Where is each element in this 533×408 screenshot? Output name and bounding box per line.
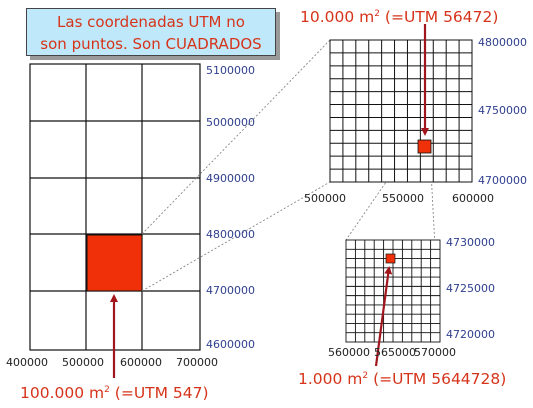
title-line-2: son puntos. Son CUADRADOS (40, 35, 262, 53)
title-box: Las coordenadas UTM no son puntos. Son C… (26, 8, 276, 56)
caption-small-text: 1.000 m (298, 370, 363, 388)
large-x-label: 500000 (62, 356, 104, 369)
large-y-label: 4700000 (206, 284, 255, 297)
small-y-label: 4720000 (446, 328, 495, 341)
large-highlight-square (86, 234, 143, 292)
caption-medium-sup: 2 (374, 8, 380, 19)
caption-large-sup: 2 (104, 384, 110, 395)
small-x-label: 560000 (328, 346, 370, 359)
large-x-label: 400000 (6, 356, 48, 369)
medium-grid (329, 39, 473, 183)
caption-large-ref: (=UTM 547) (109, 384, 209, 402)
large-y-label: 4800000 (206, 228, 255, 241)
medium-y-label: 4700000 (478, 174, 527, 187)
medium-x-label: 500000 (304, 192, 346, 205)
caption-medium: 10.000 m2 (=UTM 56472) (300, 8, 498, 26)
caption-large-text: 100.000 m (20, 384, 105, 402)
large-grid (29, 63, 201, 351)
small-y-label: 4730000 (446, 236, 495, 249)
small-x-label: 570000 (414, 346, 456, 359)
caption-large: 100.000 m2 (=UTM 547) (20, 384, 209, 402)
caption-small-sup: 2 (362, 370, 369, 381)
large-y-label: 5100000 (206, 64, 255, 77)
caption-small: 1.000 m2 (=UTM 5644728) (298, 370, 506, 388)
large-y-label: 4900000 (206, 172, 255, 185)
large-y-label: 4600000 (206, 338, 255, 351)
small-y-label: 4725000 (446, 282, 495, 295)
caption-medium-ref: (=UTM 56472) (380, 8, 499, 26)
caption-small-ref: (=UTM 5644728) (368, 370, 507, 388)
large-x-label: 600000 (120, 356, 162, 369)
medium-x-label: 550000 (382, 192, 424, 205)
small-highlight-square (385, 253, 396, 264)
arrow-small (374, 266, 393, 367)
caption-medium-text: 10.000 m (300, 8, 375, 26)
large-x-label: 700000 (176, 356, 218, 369)
medium-y-label: 4750000 (478, 104, 527, 117)
small-x-label: 565000 (374, 346, 416, 359)
medium-x-label: 600000 (452, 192, 494, 205)
large-y-label: 5000000 (206, 116, 255, 129)
medium-y-label: 4800000 (478, 36, 527, 49)
title-line-1: Las coordenadas UTM no (57, 13, 245, 31)
medium-highlight-square (417, 139, 432, 154)
